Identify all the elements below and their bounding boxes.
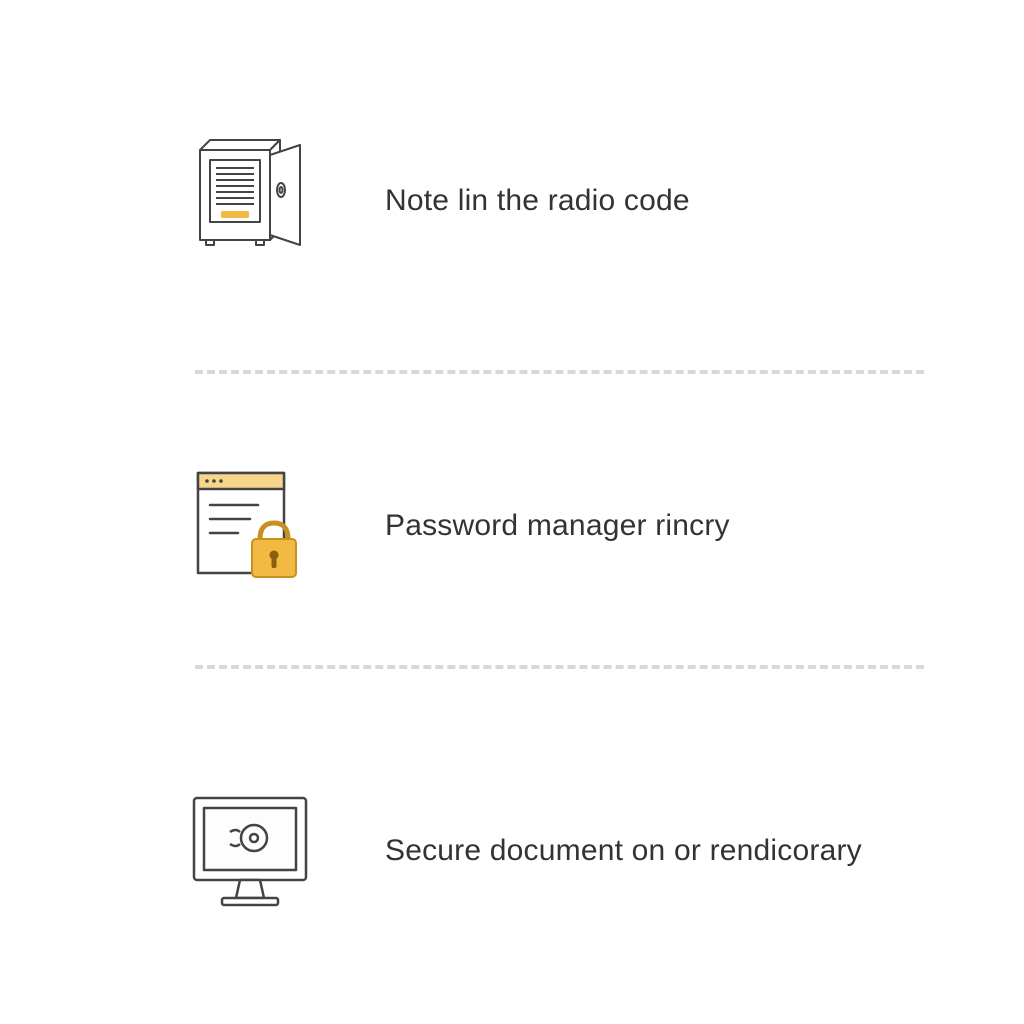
document-padlock-icon [175,450,325,600]
divider [195,370,924,374]
item-label: Secure document on or rendicorary [385,831,862,870]
list-item: Password manager rincry [175,450,924,600]
infographic-container: Note lin the radio code [175,125,924,925]
safe-open-icon [175,125,325,275]
list-item: Secure document on or rendicorary [175,775,924,925]
item-label: Note lin the radio code [385,181,690,220]
divider [195,665,924,669]
item-label: Password manager rincry [385,506,730,545]
list-item: Note lin the radio code [175,125,924,275]
monitor-cd-icon [175,775,325,925]
